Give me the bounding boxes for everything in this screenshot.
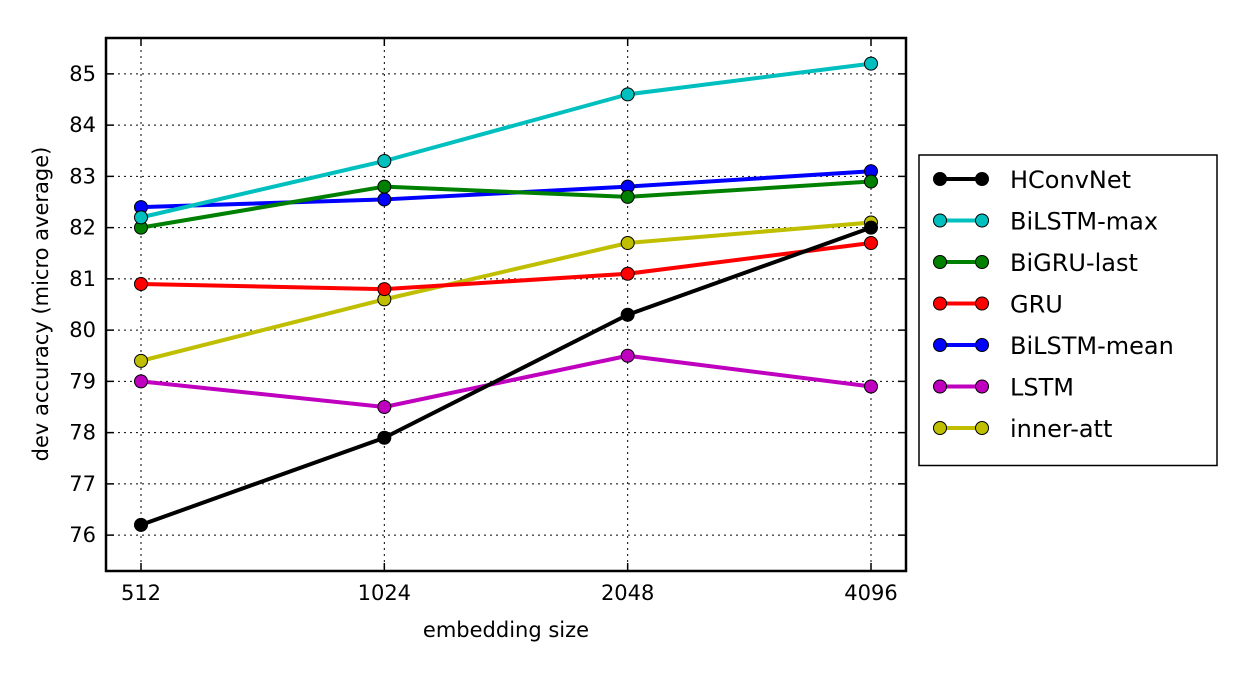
legend-marker	[933, 296, 947, 311]
y-tick-label: 82	[69, 216, 96, 240]
y-tick-label: 79	[69, 369, 96, 393]
x-tick-label: 1024	[358, 581, 411, 605]
data-point	[620, 236, 635, 250]
y-tick-label: 85	[69, 62, 96, 86]
legend-marker	[975, 338, 989, 352]
legend: HConvNet BiLSTM-max BiGRU-last GRU BiLSTM-me…	[918, 154, 1218, 467]
data-point	[377, 400, 392, 414]
data-point	[620, 87, 635, 102]
data-point	[864, 220, 878, 235]
legend-entry: LSTM	[933, 374, 1074, 402]
series-line	[140, 225, 872, 527]
legend-marker	[975, 213, 989, 228]
data-point	[377, 179, 392, 194]
legend-marker	[933, 379, 947, 394]
y-tick-label: 76	[69, 523, 96, 547]
plot-frame	[104, 36, 908, 573]
legend-marker	[975, 421, 989, 435]
series-bilstm-max	[134, 56, 878, 225]
legend-label: GRU	[1010, 291, 1063, 319]
series-line	[140, 179, 872, 230]
y-tick-label: 77	[69, 472, 96, 496]
data-point	[134, 374, 148, 389]
data-point	[377, 282, 392, 297]
legend-marker	[933, 421, 947, 435]
series-line	[140, 241, 872, 292]
legend-entry: GRU	[933, 291, 1063, 319]
legend-marker	[933, 213, 947, 228]
data-point	[864, 236, 878, 250]
series-lstm	[134, 348, 878, 414]
data-point	[134, 210, 148, 225]
y-tick-label: 81	[69, 267, 96, 291]
legend-entry: inner-att	[933, 415, 1112, 443]
data-point	[864, 56, 878, 71]
series-inner-att	[134, 215, 878, 368]
data-point	[620, 189, 635, 204]
x-tick-label: 2048	[601, 581, 654, 605]
series-line	[140, 353, 872, 409]
y-tick-label: 84	[69, 113, 96, 137]
data-point	[134, 353, 148, 368]
legend-label: BiLSTM-max	[1010, 208, 1158, 236]
series-bigru-last	[134, 174, 878, 235]
series-line	[140, 220, 872, 363]
x-tick-label: 4096	[844, 581, 897, 605]
data-point	[864, 379, 878, 394]
legend-marker	[975, 296, 989, 311]
series-line	[140, 61, 872, 220]
legend-box	[918, 154, 1218, 467]
legend-label: inner-att	[1010, 415, 1112, 443]
series-gru	[134, 236, 878, 297]
y-tick-label: 80	[69, 318, 96, 342]
legend-label: HConvNet	[1010, 166, 1131, 194]
y-tick-label: 78	[69, 421, 96, 445]
legend-entry: BiLSTM-max	[933, 208, 1158, 236]
axis-ticks: 512 1024 2048 4096 76 77 78 79 80 81 82 83 84 85	[69, 38, 906, 605]
legend-label: BiGRU-last	[1010, 249, 1138, 277]
data-point	[377, 192, 392, 207]
y-tick-label: 83	[69, 164, 96, 188]
grid-lines	[106, 38, 906, 571]
data-point	[134, 277, 148, 291]
series-layer	[134, 56, 878, 532]
legend-label: LSTM	[1010, 374, 1074, 402]
data-point	[620, 266, 635, 281]
legend-marker	[933, 172, 947, 186]
legend-entry: BiLSTM-mean	[933, 332, 1174, 360]
legend-marker	[975, 255, 989, 269]
data-point	[377, 430, 392, 445]
data-point	[377, 154, 392, 168]
legend-marker	[975, 379, 989, 394]
x-axis-label: embedding size	[423, 618, 589, 642]
legend-entry: HConvNet	[933, 166, 1131, 194]
legend-entry: BiGRU-last	[933, 249, 1138, 277]
data-point	[134, 517, 148, 532]
legend-marker	[933, 338, 947, 352]
legend-marker	[975, 172, 989, 186]
x-tick-label: 512	[121, 581, 161, 605]
y-axis-label: dev accuracy (micro average)	[29, 147, 53, 462]
data-point	[620, 348, 635, 363]
series-hconvnet	[134, 220, 878, 532]
legend-label: BiLSTM-mean	[1010, 332, 1174, 360]
legend-marker	[933, 255, 947, 269]
data-point	[620, 307, 635, 322]
data-point	[864, 174, 878, 189]
